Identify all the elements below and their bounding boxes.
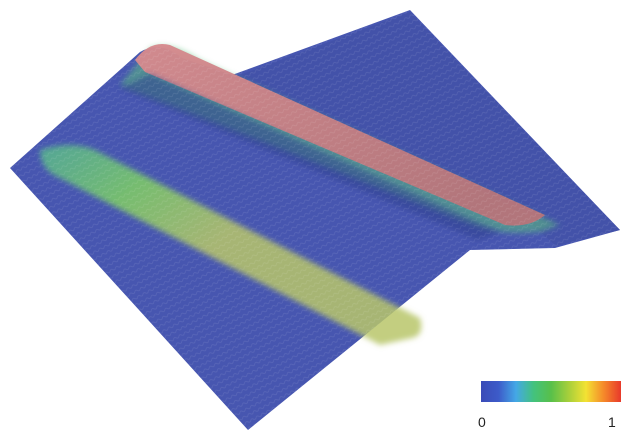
colorbar [481, 381, 621, 406]
colorbar-gradient [481, 381, 621, 402]
ripple-texture [10, 10, 620, 430]
colorbar-max-label: 1 [608, 414, 616, 430]
colorbar-min-label: 0 [478, 414, 486, 430]
